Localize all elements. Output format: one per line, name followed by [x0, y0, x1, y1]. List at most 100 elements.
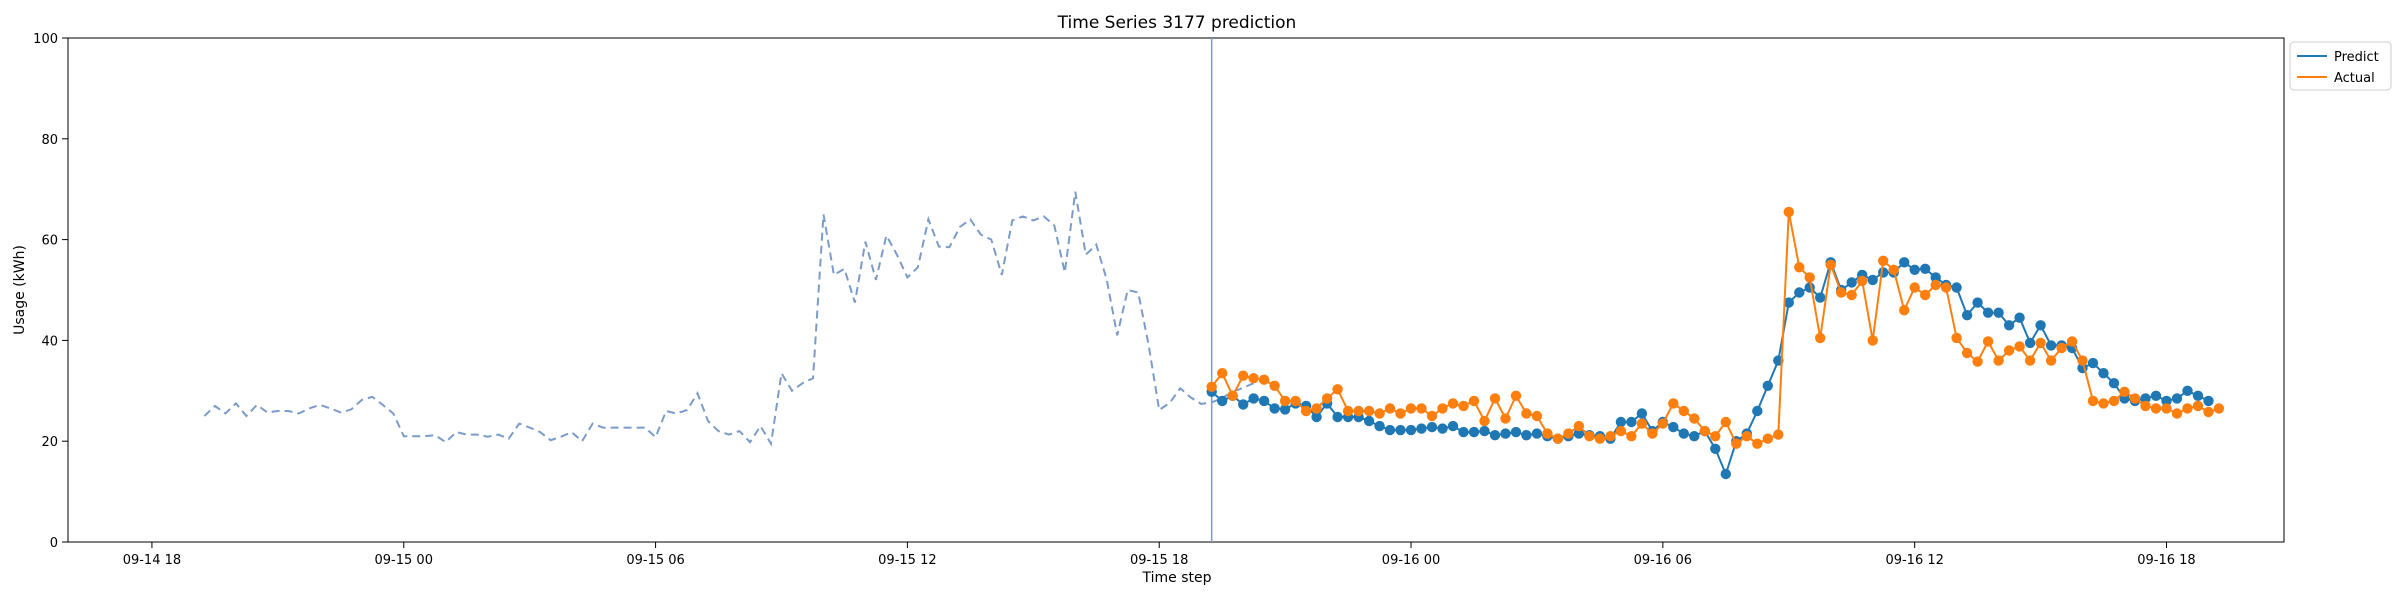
y-tick-label: 0	[50, 536, 58, 551]
actual-point	[1563, 428, 1574, 439]
predict-point	[2108, 378, 2120, 389]
predict-line	[1211, 259, 2209, 477]
predict-point	[1447, 420, 1459, 432]
y-tick-label: 100	[33, 32, 58, 47]
predict-point	[1668, 421, 1679, 433]
actual-point	[1783, 206, 1795, 218]
actual-point	[1342, 405, 1354, 417]
predict-point	[1384, 424, 1396, 436]
actual-point	[1458, 400, 1469, 412]
actual-point	[1741, 431, 1753, 442]
actual-point	[1720, 416, 1732, 428]
actual-point	[1940, 282, 1952, 293]
actual-point	[2140, 400, 2151, 412]
x-tick-label: 09-16 00	[1382, 553, 1440, 568]
y-axis-label: Usage (kWh)	[12, 245, 28, 335]
actual-point	[1804, 272, 1815, 283]
predict-point	[1521, 430, 1532, 441]
actual-point	[1290, 395, 1301, 407]
predict-point	[1710, 443, 1721, 454]
predict-point	[1279, 404, 1291, 415]
predict-point	[2087, 357, 2099, 369]
actual-point	[1647, 428, 1658, 439]
predict-point	[1395, 424, 1406, 436]
actual-point	[1678, 405, 1690, 417]
x-tick-label: 09-15 00	[375, 553, 433, 568]
actual-point	[2203, 406, 2214, 418]
predict-point	[1258, 395, 1270, 407]
predict-point	[1573, 428, 1585, 439]
actual-point	[1321, 393, 1333, 404]
actual-point	[1982, 336, 1994, 347]
actual-point	[2161, 403, 2172, 414]
actual-point	[1888, 264, 1899, 275]
predict-point	[1332, 411, 1343, 423]
actual-point	[1731, 438, 1742, 449]
plot-frame	[67, 37, 2285, 543]
predict-point	[2192, 390, 2204, 401]
actual-point	[1846, 289, 1857, 301]
actual-point	[1605, 431, 1616, 442]
predict-point	[1762, 380, 1774, 391]
predict-point	[1689, 431, 1700, 442]
x-tick-label: 09-14 18	[123, 553, 181, 568]
actual-point	[1867, 335, 1878, 346]
actual-point	[2098, 398, 2109, 409]
y-tick-label: 40	[41, 334, 58, 349]
history-line	[203, 191, 1255, 447]
predict-point	[1993, 307, 2004, 318]
predict-point	[1510, 426, 1522, 438]
predict-point	[1437, 423, 1448, 434]
predict-point	[1867, 274, 1878, 286]
actual-point	[1668, 398, 1679, 409]
actual-point	[1395, 408, 1406, 419]
predict-point	[2182, 385, 2193, 396]
x-tick-label: 09-15 12	[878, 553, 936, 568]
predict-point	[1405, 424, 1417, 436]
actual-point	[2213, 403, 2225, 414]
predict-point	[2014, 312, 2025, 323]
predict-point	[2045, 340, 2057, 351]
predict-point	[1920, 263, 1931, 274]
y-tick-label: 20	[41, 435, 58, 450]
actual-point	[2129, 393, 2141, 404]
predict-point	[2150, 390, 2162, 401]
actual-point	[2035, 337, 2046, 349]
actual-point	[1951, 332, 1962, 344]
actual-point	[2014, 341, 2025, 352]
actual-point	[1311, 403, 1322, 414]
actual-point	[1279, 395, 1291, 407]
actual-point	[2150, 403, 2162, 414]
predict-point	[1720, 468, 1732, 480]
actual-point	[1426, 410, 1438, 422]
actual-point	[1752, 438, 1763, 449]
actual-point	[1531, 410, 1543, 422]
predict-point	[1217, 395, 1228, 407]
legend-label-predict: Predict	[2334, 50, 2379, 65]
actual-point	[1909, 282, 1920, 293]
actual-point	[1689, 413, 1700, 424]
actual-point	[2003, 345, 2015, 356]
actual-point	[1510, 390, 1522, 401]
actual-point	[1248, 373, 1259, 384]
predict-point	[1374, 420, 1385, 432]
predict-point	[2171, 393, 2183, 404]
x-axis-label: Time step	[1142, 570, 1212, 586]
actual-point	[1920, 289, 1931, 301]
actual-point	[1825, 259, 1836, 270]
chart-title: Time Series 3177 prediction	[1057, 13, 1297, 33]
predict-point	[2161, 395, 2172, 407]
legend-label-actual: Actual	[2334, 71, 2375, 86]
actual-point	[1353, 405, 1364, 417]
actual-point	[1573, 420, 1585, 432]
actual-point	[2077, 355, 2088, 366]
predict-point	[1248, 393, 1259, 404]
predict-point	[1982, 307, 1994, 318]
predict-point	[1815, 292, 1826, 303]
predict-point	[2024, 337, 2036, 349]
actual-point	[1961, 347, 1973, 359]
actual-point	[1710, 431, 1721, 442]
actual-point	[1479, 415, 1490, 427]
predict-point	[1909, 264, 1920, 275]
